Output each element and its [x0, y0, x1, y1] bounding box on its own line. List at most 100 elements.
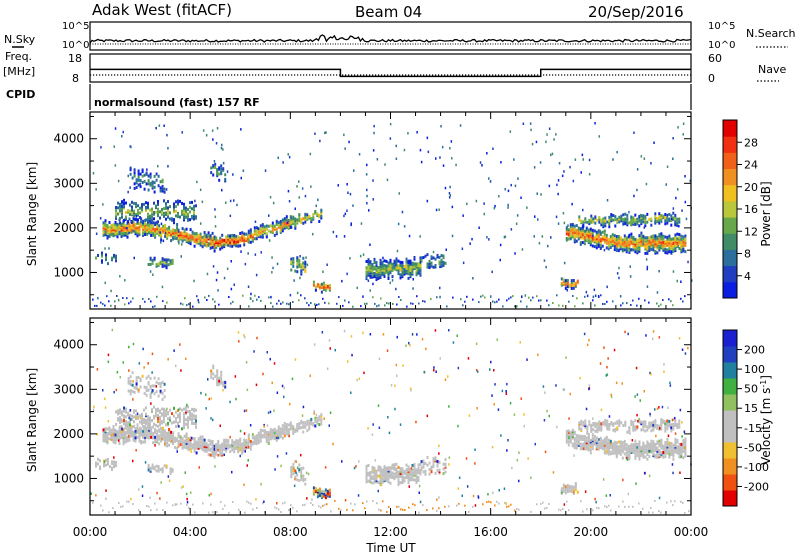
power-scatter-point	[580, 171, 582, 174]
velocity-cell	[187, 422, 189, 426]
power-cell	[213, 243, 216, 247]
velocity-cell	[223, 448, 226, 452]
velocity-cell	[193, 449, 196, 453]
velocity-cell	[405, 468, 408, 472]
power-cell	[604, 221, 607, 225]
velocity-clutter	[146, 505, 148, 507]
velocity-cell	[666, 422, 669, 426]
velocity-cell	[415, 471, 418, 475]
power-clutter	[398, 296, 400, 298]
power-cell	[135, 186, 138, 189]
velocity-cell	[157, 407, 159, 411]
velocity-cell	[684, 453, 687, 456]
power-cell	[143, 202, 145, 206]
power-cell	[189, 239, 192, 243]
velocity-scatter-point	[409, 344, 411, 347]
power-scatter-point	[526, 206, 528, 209]
velocity-cell	[144, 437, 147, 441]
velocity-cell	[326, 491, 329, 495]
power-cell	[261, 234, 264, 237]
velocity-cell	[617, 440, 620, 444]
velocity-cell	[318, 493, 321, 497]
velocity-cell	[411, 478, 414, 481]
velocity-clutter	[396, 505, 398, 508]
velocity-cell	[564, 486, 567, 490]
power-scatter-point	[646, 265, 649, 269]
power-clutter	[484, 296, 486, 299]
velocity-cell	[165, 409, 167, 413]
velocity-cell	[566, 484, 569, 487]
power-cell	[160, 232, 163, 236]
power-clutter	[424, 300, 426, 303]
power-scatter-point	[372, 282, 374, 286]
power-cell	[666, 221, 669, 225]
velocity-cell	[118, 442, 121, 445]
velocity-cell	[163, 464, 166, 468]
velocity-cell	[432, 463, 435, 467]
power-cell	[249, 236, 252, 240]
power-cell	[660, 238, 663, 242]
velocity-cell	[129, 389, 132, 393]
velocity-cell	[136, 426, 139, 430]
power-scatter-point	[288, 200, 291, 203]
power-cell	[572, 283, 575, 287]
power-scatter-point	[230, 287, 233, 291]
velocity-cell	[290, 469, 293, 473]
power-clutter	[556, 294, 558, 297]
power-cell	[185, 235, 188, 239]
power-scatter-point	[124, 279, 126, 282]
velocity-scatter-point	[350, 335, 353, 338]
power-scatter-point	[206, 272, 209, 276]
velocity-cell	[604, 420, 607, 424]
velocity-cell	[660, 440, 663, 444]
velocity-cell	[646, 425, 649, 429]
power-clutter	[516, 305, 518, 308]
power-cell	[652, 243, 655, 247]
velocity-cell	[143, 408, 145, 412]
velocity-clutter	[282, 502, 284, 505]
power-cell	[155, 263, 158, 267]
power-cell	[634, 223, 637, 226]
power-cell	[150, 233, 153, 237]
power-cell	[405, 257, 408, 261]
velocity-cell	[120, 425, 123, 429]
power-scatter-point	[287, 221, 289, 224]
power-cell	[113, 253, 115, 257]
velocity-cell	[316, 488, 319, 492]
power-clutter	[496, 300, 498, 303]
velocity-scatter-point	[387, 416, 389, 419]
velocity-cell	[676, 445, 679, 449]
velocity-cell	[201, 445, 204, 448]
velocity-cell	[243, 449, 246, 453]
velocity-cell	[147, 468, 150, 472]
power-cell	[167, 263, 170, 267]
velocity-cell	[422, 462, 425, 466]
power-scatter-point	[594, 122, 596, 125]
power-cell	[155, 264, 158, 268]
velocity-cell	[275, 432, 278, 436]
velocity-cell	[287, 428, 290, 431]
power-cell	[296, 220, 299, 223]
power-cell	[379, 272, 382, 276]
power-cell	[121, 215, 123, 219]
power-cell	[143, 179, 146, 183]
power-scatter-point	[608, 223, 610, 226]
power-cell	[674, 239, 677, 243]
power-cell	[407, 261, 410, 265]
power-cell	[129, 166, 132, 170]
velocity-cell	[636, 449, 639, 453]
power-cell	[619, 236, 622, 240]
velocity-cell	[405, 471, 408, 475]
power-clutter	[452, 296, 454, 299]
power-cell	[129, 213, 131, 216]
velocity-scatter-point	[607, 357, 609, 360]
velocity-cell	[138, 433, 141, 437]
velocity-scatter-point	[399, 423, 402, 426]
power-cell	[648, 242, 651, 246]
power-cell	[298, 260, 301, 264]
power-cell	[176, 227, 179, 231]
power-scatter-point	[427, 150, 430, 154]
velocity-clutter	[514, 509, 516, 512]
velocity-scatter-point	[671, 418, 674, 422]
power-cell	[650, 241, 653, 245]
